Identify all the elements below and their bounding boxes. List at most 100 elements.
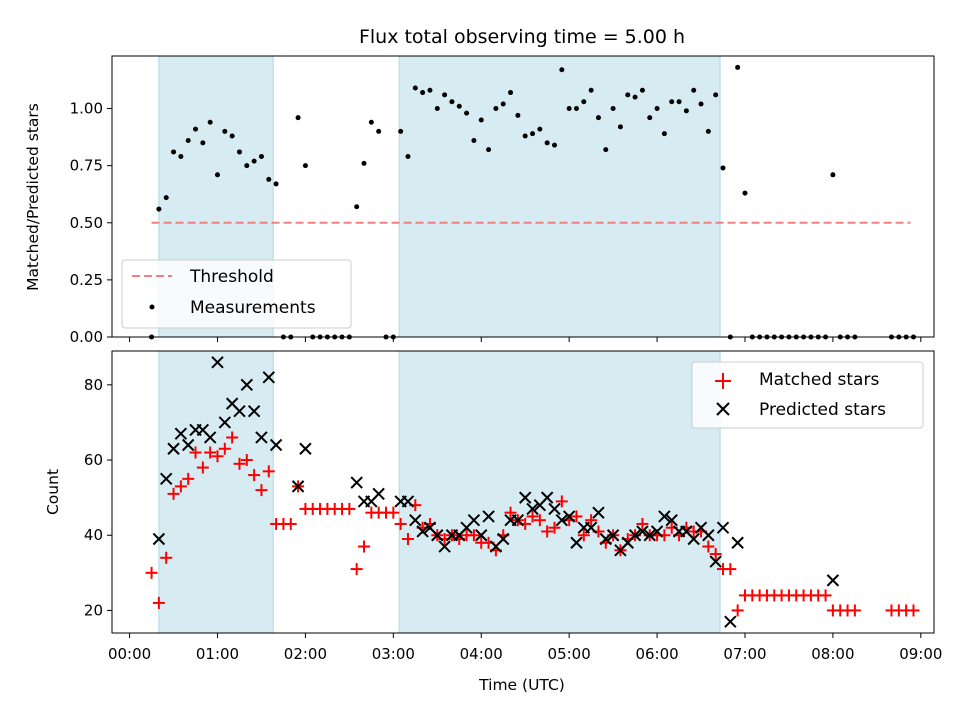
measurement-point [193, 126, 199, 132]
matched-point [577, 529, 590, 542]
matched-point [819, 589, 832, 602]
threshold-legend-label: Threshold [189, 267, 274, 287]
measurement-point [830, 172, 836, 178]
matched-point [585, 514, 598, 527]
predicted-point [240, 378, 254, 392]
matched-point [709, 548, 722, 561]
measurement-point [566, 106, 572, 112]
predicted-point [606, 529, 620, 542]
measurement-point [661, 131, 667, 137]
measurements-legend-label: Measurements [190, 298, 316, 318]
bottom-y-axis-label: Count [44, 469, 62, 515]
predicted-point [152, 532, 166, 546]
measurement-point [185, 138, 191, 144]
measurement-point [163, 195, 169, 201]
x-tick-label: 06:00 [635, 645, 678, 663]
measurement-point [266, 176, 272, 182]
measurement-point [522, 133, 528, 139]
chart-title: Flux total observing time = 5.00 h [359, 26, 685, 48]
matched-point [724, 563, 737, 576]
observing-interval [398, 350, 721, 634]
matched-point [248, 469, 261, 482]
matched-point [636, 517, 649, 530]
matched-legend-label: Matched stars [759, 370, 879, 390]
matched-point [343, 502, 356, 515]
measurement-point [295, 115, 301, 121]
predicted-point [255, 431, 268, 444]
x-tick-label: 03:00 [372, 645, 415, 663]
measurement-point [273, 181, 279, 187]
predicted-point [599, 532, 612, 546]
matched-point [358, 540, 371, 553]
x-tick-label: 02:00 [284, 645, 327, 663]
matched-point [218, 442, 231, 455]
measurement-point [552, 142, 558, 148]
measurement-point [368, 119, 374, 125]
measurements-legend-swatch [149, 304, 155, 310]
matched-point [240, 454, 253, 467]
measurement-point [412, 85, 418, 91]
matched-point [160, 551, 173, 564]
measurement-point [617, 124, 623, 130]
x-tick-label: 07:00 [723, 645, 766, 663]
x-tick-label: 01:00 [196, 645, 239, 663]
predicted-point [291, 480, 305, 493]
top-axes-frame [111, 55, 935, 338]
predicted-point [643, 529, 656, 542]
measurement-point [464, 110, 470, 116]
predicted-point [636, 525, 649, 538]
measurement-point [405, 154, 411, 160]
measurement-point [171, 149, 177, 155]
predicted-point [181, 438, 195, 452]
matched-point [541, 525, 554, 538]
measurement-point [588, 87, 594, 93]
measurement-point [595, 115, 601, 121]
measurement-point [178, 154, 184, 160]
top-x-ticks [129, 337, 922, 342]
predicted-point [497, 532, 510, 546]
top-y-tick-label: 1.00 [70, 100, 103, 118]
measurement-point [603, 147, 609, 153]
predicted-point [409, 513, 422, 527]
measurement-point [244, 163, 250, 169]
predicted-point [584, 521, 598, 534]
measurement-point [442, 92, 448, 98]
predicted-point [475, 529, 488, 542]
predicted-point [482, 510, 495, 523]
matched-point [467, 529, 480, 542]
matched-point [907, 604, 920, 617]
matched-point [152, 596, 165, 609]
x-tick-label: 08:00 [811, 645, 854, 663]
measurement-point [236, 149, 242, 155]
predicted-legend-label: Predicted stars [759, 400, 886, 420]
measurements-series [149, 64, 916, 340]
predicted-point [160, 472, 173, 486]
matched-point [145, 566, 158, 579]
matched-point [702, 540, 715, 553]
measurement-point [573, 106, 579, 112]
predicted-point [438, 540, 451, 553]
measurement-point [427, 87, 433, 93]
predicted-stars-series [152, 356, 840, 628]
predicted-point [570, 536, 583, 549]
matched-point [350, 563, 363, 576]
predicted-point [665, 513, 678, 527]
measurement-point [500, 101, 506, 107]
predicted-point [709, 555, 722, 568]
measurement-point [471, 138, 477, 144]
measurement-point [222, 128, 228, 134]
measurement-point [251, 158, 257, 164]
predicted-point [526, 502, 539, 516]
bottom-axes-frame [111, 350, 935, 634]
predicted-point [658, 510, 671, 523]
measurement-point [354, 204, 360, 210]
measurement-point [698, 101, 704, 107]
x-tick-label: 05:00 [548, 645, 591, 663]
matched-point [196, 461, 209, 474]
matched-point [189, 446, 202, 459]
predicted-point [555, 513, 569, 527]
predicted-point [724, 615, 737, 628]
predicted-point [416, 525, 429, 538]
predicted-point [269, 438, 283, 452]
measurement-point [361, 160, 367, 166]
